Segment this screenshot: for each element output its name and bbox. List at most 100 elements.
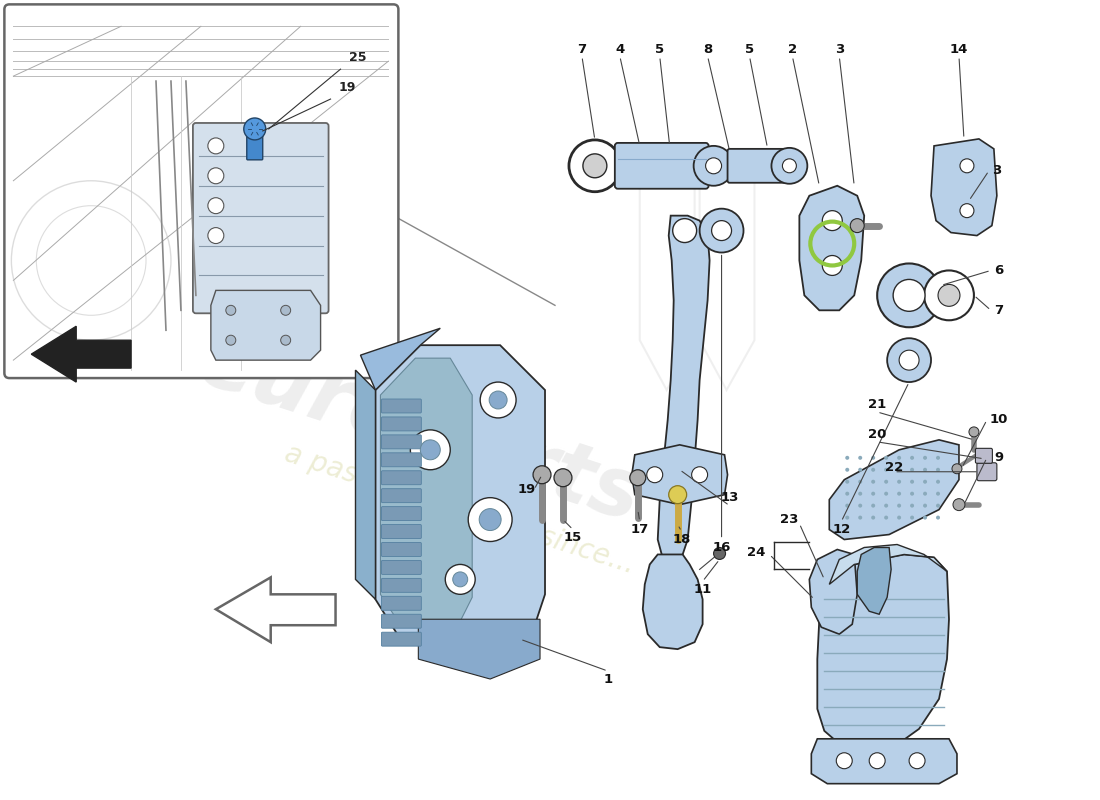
Text: 2: 2 [788,42,796,56]
Polygon shape [817,554,949,750]
Circle shape [923,504,927,508]
FancyBboxPatch shape [382,542,421,557]
Polygon shape [216,578,336,642]
Circle shape [936,504,940,508]
Circle shape [898,468,901,472]
Text: 12: 12 [832,523,850,536]
Circle shape [960,159,974,173]
Polygon shape [381,358,472,631]
Circle shape [952,464,962,474]
Text: a passion for parts since...: a passion for parts since... [282,440,639,580]
Circle shape [936,492,940,496]
Circle shape [887,338,931,382]
Polygon shape [658,216,710,559]
Text: 9: 9 [994,451,1003,464]
FancyBboxPatch shape [382,506,421,521]
Circle shape [226,306,235,315]
Circle shape [884,515,888,519]
Circle shape [280,335,290,345]
Polygon shape [211,290,320,360]
Circle shape [845,504,849,508]
Circle shape [244,118,266,140]
Circle shape [923,492,927,496]
Circle shape [936,480,940,484]
Circle shape [923,456,927,460]
Text: 7: 7 [994,304,1003,317]
Circle shape [923,468,927,472]
Circle shape [910,468,914,472]
Text: 19: 19 [518,483,536,496]
Circle shape [823,255,843,275]
Text: 24: 24 [747,546,766,559]
Circle shape [898,492,901,496]
Text: 4: 4 [615,42,625,56]
Text: 20: 20 [868,428,887,442]
Circle shape [480,509,502,530]
Text: 21: 21 [868,398,887,411]
Text: 25: 25 [349,51,366,64]
Text: 18: 18 [672,533,691,546]
FancyBboxPatch shape [615,143,708,189]
Circle shape [936,456,940,460]
FancyBboxPatch shape [382,596,421,610]
Circle shape [884,492,888,496]
Text: 15: 15 [564,531,582,544]
Polygon shape [375,345,544,659]
Circle shape [898,515,901,519]
FancyBboxPatch shape [246,128,263,160]
Circle shape [569,140,620,192]
Circle shape [960,204,974,218]
Circle shape [858,456,862,460]
Polygon shape [829,440,959,539]
FancyBboxPatch shape [382,453,421,466]
Circle shape [771,148,807,184]
Circle shape [712,221,732,241]
Circle shape [694,146,734,186]
FancyBboxPatch shape [727,149,786,182]
Circle shape [858,504,862,508]
Circle shape [692,466,707,482]
Text: 22: 22 [886,462,903,474]
Circle shape [869,753,886,769]
FancyBboxPatch shape [382,525,421,538]
Text: 5: 5 [745,42,755,56]
Circle shape [884,480,888,484]
Circle shape [647,466,662,482]
Text: 17: 17 [630,523,649,536]
Circle shape [884,504,888,508]
Text: 3: 3 [992,164,1001,178]
Circle shape [923,480,927,484]
Circle shape [673,218,696,242]
FancyBboxPatch shape [382,561,421,574]
Circle shape [410,430,450,470]
Polygon shape [631,445,727,505]
Circle shape [858,468,862,472]
Circle shape [858,492,862,496]
FancyBboxPatch shape [976,448,992,463]
FancyBboxPatch shape [382,470,421,485]
Circle shape [969,427,979,437]
Circle shape [893,279,925,311]
Circle shape [898,504,901,508]
Circle shape [936,468,940,472]
Circle shape [910,515,914,519]
FancyBboxPatch shape [382,489,421,502]
Circle shape [673,451,691,469]
Circle shape [226,335,235,345]
Polygon shape [418,619,540,679]
Text: europarts: europarts [189,320,652,540]
Circle shape [923,515,927,519]
Text: 23: 23 [780,513,799,526]
Circle shape [899,350,920,370]
FancyBboxPatch shape [382,578,421,592]
Polygon shape [355,370,375,599]
FancyBboxPatch shape [192,123,329,314]
Polygon shape [361,328,440,390]
FancyBboxPatch shape [382,435,421,449]
Circle shape [782,159,796,173]
Circle shape [871,480,876,484]
Circle shape [453,572,468,587]
Circle shape [910,480,914,484]
Polygon shape [800,186,865,310]
FancyBboxPatch shape [382,632,421,646]
